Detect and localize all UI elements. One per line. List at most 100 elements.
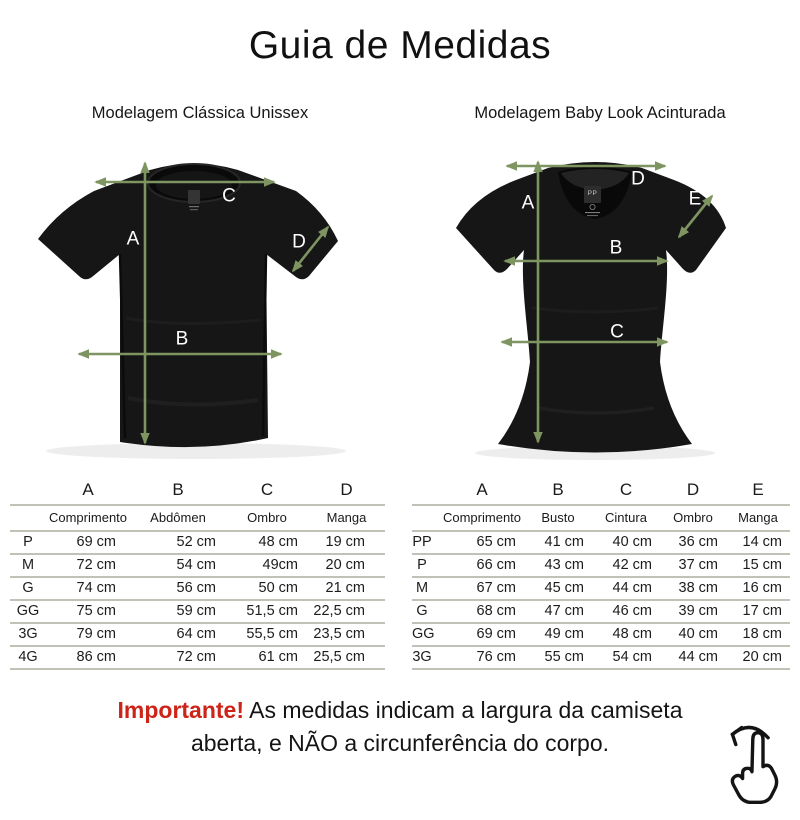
- table-row: M 72 cm 54 cm 49cm 20 cm: [10, 554, 385, 578]
- column-header: Ombro: [226, 505, 308, 532]
- measure-label-a: A: [521, 192, 535, 214]
- table-row: P 66 cm 43 cm 42 cm 37 cm 15 cm: [412, 554, 790, 578]
- table-row: 3G 79 cm 64 cm 55,5 cm 23,5 cm: [10, 623, 385, 647]
- note-highlight: Importante!: [117, 697, 245, 723]
- value-cell: 20 cm: [726, 646, 790, 670]
- size-cell: M: [10, 554, 46, 578]
- measure-label-a: A: [126, 228, 140, 250]
- value-cell: 74 cm: [46, 577, 130, 601]
- table-row: 4G 86 cm 72 cm 61 cm 25,5 cm: [10, 646, 385, 670]
- measure-label-b: B: [609, 237, 623, 259]
- table-row: M 67 cm 45 cm 44 cm 38 cm 16 cm: [412, 577, 790, 601]
- value-cell: 51,5 cm: [226, 600, 308, 624]
- value-cell: 14 cm: [726, 531, 790, 555]
- value-cell: 16 cm: [726, 577, 790, 601]
- letter-header-row: A B C D E: [412, 479, 790, 506]
- subtitle-baby-look: Modelagem Baby Look Acinturada: [474, 104, 726, 122]
- value-cell: 40 cm: [660, 623, 726, 647]
- baby-look-size-table: A B C D E Comprimento Busto Cintura Ombr…: [412, 479, 790, 670]
- letter-header: B: [130, 479, 226, 506]
- value-cell: 48 cm: [592, 623, 660, 647]
- value-cell: 54 cm: [592, 646, 660, 670]
- letter-header-row: A B C D: [10, 479, 385, 506]
- letter-header: D: [660, 479, 726, 506]
- value-cell: 72 cm: [130, 646, 226, 670]
- size-cell: G: [10, 577, 46, 601]
- value-cell: 43 cm: [524, 554, 592, 578]
- value-cell: 59 cm: [130, 600, 226, 624]
- value-cell: 50 cm: [226, 577, 308, 601]
- value-cell: 37 cm: [660, 554, 726, 578]
- letter-header: D: [308, 479, 385, 506]
- value-cell: 48 cm: [226, 531, 308, 555]
- value-cell: 64 cm: [130, 623, 226, 647]
- size-cell: P: [10, 531, 46, 555]
- value-cell: 47 cm: [524, 600, 592, 624]
- value-cell: 72 cm: [46, 554, 130, 578]
- column-header-row: Comprimento Abdômen Ombro Manga: [10, 505, 385, 532]
- table-row: 3G 76 cm 55 cm 54 cm 44 cm 20 cm: [412, 646, 790, 670]
- value-cell: 23,5 cm: [308, 623, 385, 647]
- baby-look-shirt-image: [456, 160, 726, 460]
- table-row: PP 65 cm 41 cm 40 cm 36 cm 14 cm: [412, 531, 790, 555]
- value-cell: 46 cm: [592, 600, 660, 624]
- value-cell: 66 cm: [440, 554, 524, 578]
- size-cell: G: [412, 600, 440, 624]
- value-cell: 75 cm: [46, 600, 130, 624]
- letter-header: E: [726, 479, 790, 506]
- baby-look-shirt-diagram: PP A B C D E: [408, 148, 788, 476]
- letter-header: C: [226, 479, 308, 506]
- size-cell: PP: [412, 531, 440, 555]
- column-header: Comprimento: [440, 505, 524, 532]
- value-cell: 65 cm: [440, 531, 524, 555]
- value-cell: 54 cm: [130, 554, 226, 578]
- column-header: Busto: [524, 505, 592, 532]
- value-cell: 15 cm: [726, 554, 790, 578]
- column-header: Comprimento: [46, 505, 130, 532]
- table-row: GG 75 cm 59 cm 51,5 cm 22,5 cm: [10, 600, 385, 624]
- size-cell: 4G: [10, 646, 46, 670]
- value-cell: 42 cm: [592, 554, 660, 578]
- size-cell: M: [412, 577, 440, 601]
- page-title: Guia de Medidas: [248, 24, 552, 67]
- table-row: G 74 cm 56 cm 50 cm 21 cm: [10, 577, 385, 601]
- measure-label-c: C: [222, 185, 236, 207]
- table-row: P 69 cm 52 cm 48 cm 19 cm: [10, 531, 385, 555]
- column-header: Manga: [308, 505, 385, 532]
- value-cell: 45 cm: [524, 577, 592, 601]
- measure-label-e: E: [688, 188, 702, 210]
- value-cell: 20 cm: [308, 554, 385, 578]
- measure-label-d: D: [292, 231, 306, 253]
- value-cell: 18 cm: [726, 623, 790, 647]
- value-cell: 68 cm: [440, 600, 524, 624]
- value-cell: 19 cm: [308, 531, 385, 555]
- column-header: Ombro: [660, 505, 726, 532]
- letter-header: A: [440, 479, 524, 506]
- swipe-left-hand-icon: [730, 725, 779, 805]
- value-cell: 36 cm: [660, 531, 726, 555]
- value-cell: 79 cm: [46, 623, 130, 647]
- table-row: G 68 cm 47 cm 46 cm 39 cm 17 cm: [412, 600, 790, 624]
- classic-size-table: A B C D Comprimento Abdômen Ombro Manga …: [10, 479, 385, 670]
- value-cell: 55 cm: [524, 646, 592, 670]
- size-cell: 3G: [412, 646, 440, 670]
- value-cell: 44 cm: [592, 577, 660, 601]
- value-cell: 69 cm: [440, 623, 524, 647]
- subtitle-classic-unissex: Modelagem Clássica Unissex: [91, 104, 309, 122]
- value-cell: 22,5 cm: [308, 600, 385, 624]
- value-cell: 76 cm: [440, 646, 524, 670]
- value-cell: 52 cm: [130, 531, 226, 555]
- size-cell: GG: [10, 600, 46, 624]
- important-note: Importante! As medidas indicam a largura…: [0, 694, 800, 759]
- column-header: Manga: [726, 505, 790, 532]
- value-cell: 25,5 cm: [308, 646, 385, 670]
- value-cell: 39 cm: [660, 600, 726, 624]
- value-cell: 41 cm: [524, 531, 592, 555]
- classic-shirt-image: [38, 161, 346, 459]
- note-text: As medidas indicam a largura da camiseta…: [190, 697, 683, 756]
- letter-header: B: [524, 479, 592, 506]
- value-cell: 56 cm: [130, 577, 226, 601]
- classic-shirt-diagram: A B C D: [8, 148, 388, 476]
- value-cell: 61 cm: [226, 646, 308, 670]
